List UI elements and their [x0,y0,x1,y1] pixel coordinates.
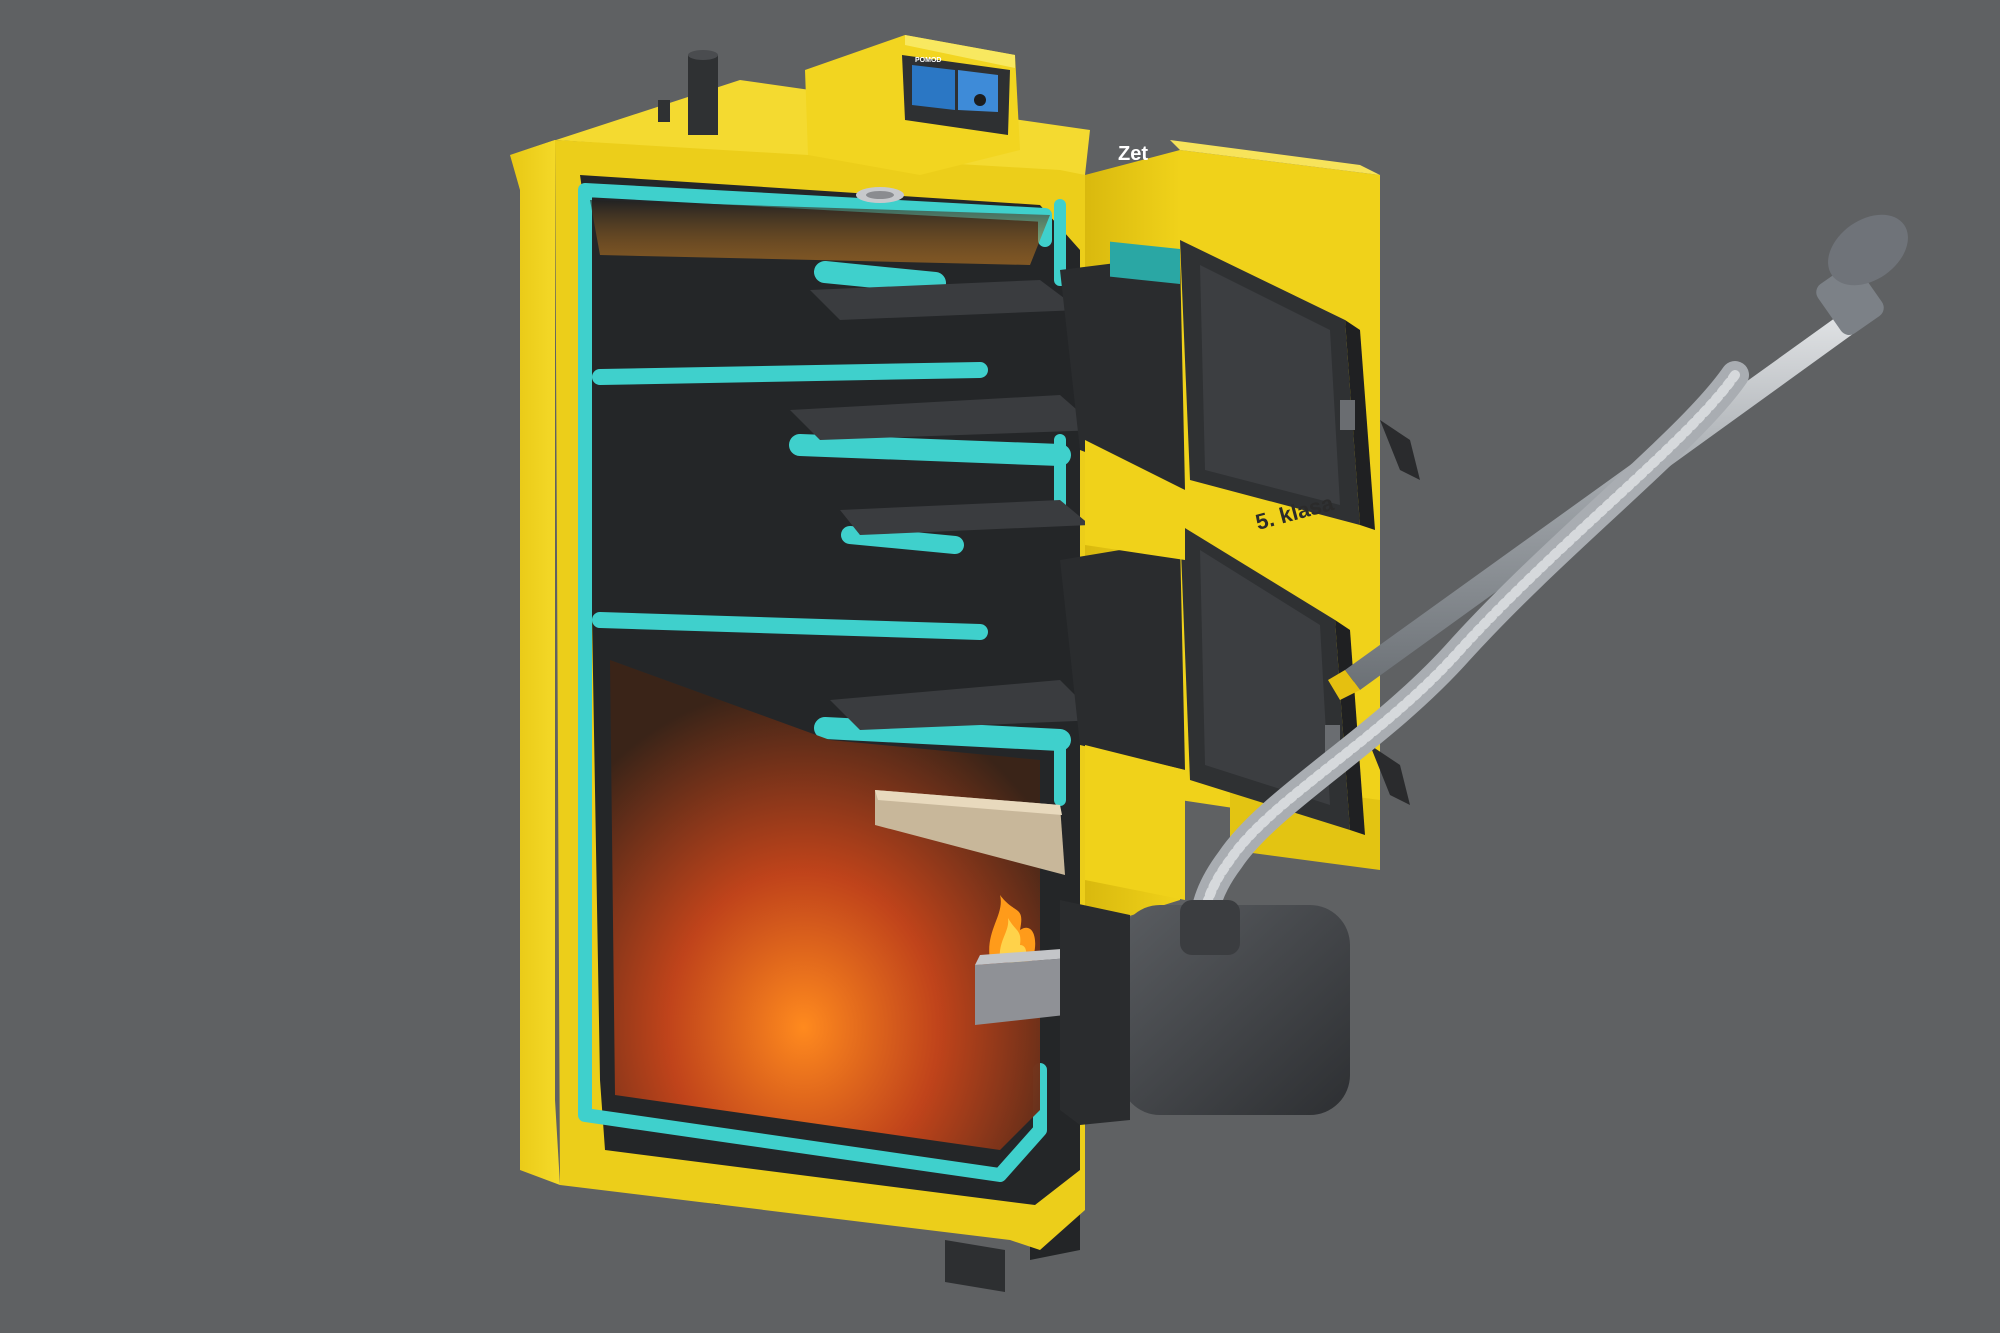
controller-brand: POMOD [915,57,941,64]
controller: POMOD [805,35,1020,203]
upper-door [1180,240,1420,530]
firebox [590,200,1115,1150]
flue-pipe [658,50,718,135]
emblem-text: Zet [1118,143,1148,165]
flexible-hose [1190,361,1749,964]
lower-door [1180,525,1410,835]
emblem: Zet [1110,143,1180,285]
baffle-plates [790,280,1100,730]
door-frames [1060,255,1185,900]
pellet-feeder [1328,214,1908,700]
pellet-burner [1060,900,1350,1125]
